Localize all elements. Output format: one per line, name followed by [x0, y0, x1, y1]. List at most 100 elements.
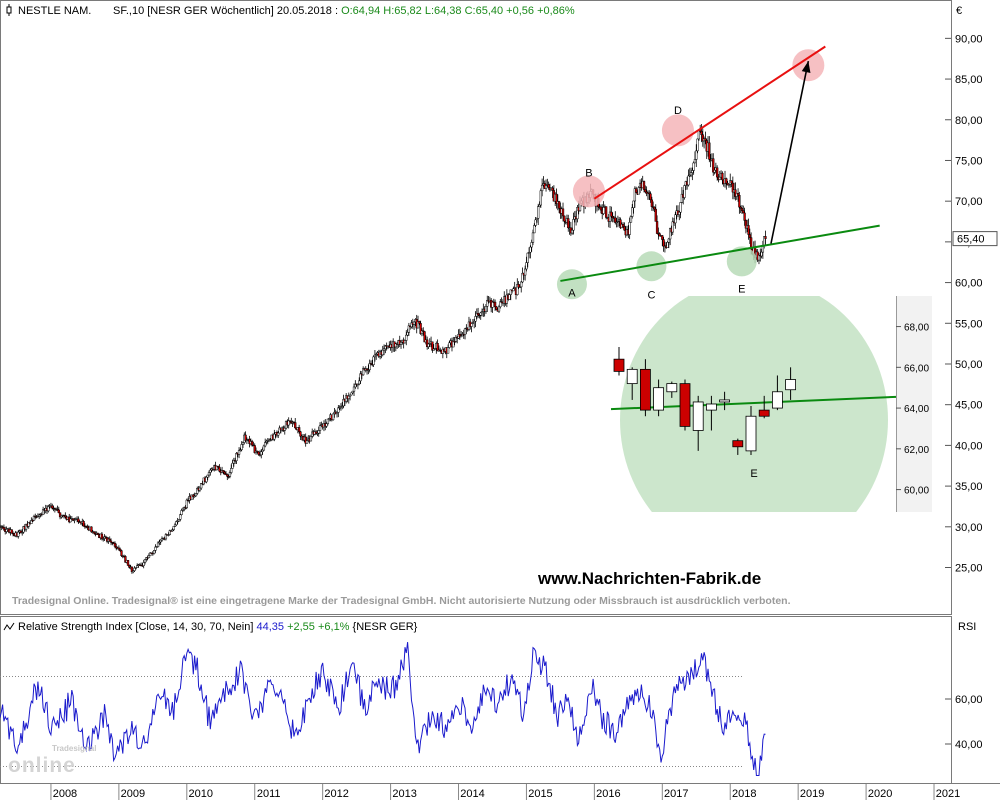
price-candle-up	[264, 442, 267, 447]
price-candle-up	[102, 538, 105, 540]
price-candle-down	[742, 210, 745, 214]
price-candle-up	[459, 335, 463, 338]
price-candle-down	[644, 189, 647, 193]
price-candle-up	[185, 499, 188, 508]
price-candle-up	[232, 460, 235, 464]
price-candle-up	[727, 184, 731, 186]
price-candle-down	[555, 193, 558, 204]
price-candle-up	[159, 539, 162, 543]
price-candle-down	[217, 465, 220, 468]
price-candle-up	[525, 262, 528, 270]
price-candle-up	[509, 289, 512, 295]
price-candle-up	[454, 337, 458, 342]
watermark-text: www.Nachrichten-Fabrik.de	[537, 569, 761, 588]
price-candle-up	[266, 440, 269, 442]
price-candle-down	[614, 217, 617, 223]
price-candle-up	[666, 242, 669, 248]
price-candle-down	[736, 192, 740, 196]
price-candle-up	[317, 430, 320, 434]
price-candle-down	[621, 224, 625, 227]
price-candle-up	[484, 306, 488, 312]
price-candle-up	[474, 316, 477, 322]
rsi-source: {NESR GER}	[353, 621, 418, 633]
chart-info: SF.,10 [NESR GER Wöchentlich] 20.05.2018…	[113, 5, 575, 17]
price-candle-down	[431, 341, 434, 351]
price-candle-down	[739, 206, 742, 209]
price-candle-up	[537, 206, 540, 219]
price-candle-up	[410, 322, 413, 328]
price-candle-up	[362, 368, 365, 376]
pattern-annotations: A B C D E E	[568, 105, 757, 480]
price-candle-up	[448, 342, 451, 348]
price-candle-up	[367, 369, 370, 371]
inset-axis-panel	[896, 296, 932, 512]
price-candle-down	[563, 215, 566, 222]
price-tick-label: 25,00	[955, 563, 983, 575]
price-candle-down	[31, 520, 34, 522]
price-candle-down	[704, 138, 707, 141]
price-candle-up	[757, 254, 761, 261]
pattern-label-e: E	[750, 468, 757, 480]
rsi-header: Relative Strength Index [Close, 14, 30, …	[3, 621, 976, 633]
price-candle-up	[446, 347, 450, 354]
price-candle-down	[557, 201, 561, 209]
price-candle-up	[399, 342, 403, 345]
price-candle-up	[691, 170, 694, 173]
pattern-label-e: E	[738, 283, 745, 295]
price-candle-up	[695, 150, 698, 160]
price-candle-up	[718, 176, 721, 180]
price-candle-down	[495, 306, 498, 310]
price-candle-down	[493, 301, 497, 308]
price-candle-down	[648, 192, 651, 195]
time-tick-label: 2019	[800, 788, 824, 800]
price-candle-up	[205, 476, 208, 483]
price-candle-up	[196, 487, 199, 494]
resistance-highlight	[661, 114, 694, 147]
price-candle-down	[725, 178, 728, 184]
price-candle-down	[294, 422, 297, 429]
price-candle-down	[51, 505, 54, 509]
price-candle-up	[215, 465, 218, 471]
pattern-label-b: B	[585, 168, 592, 180]
price-candle-up	[527, 251, 531, 254]
price-candle-up	[331, 413, 335, 421]
price-candle-up	[628, 222, 631, 235]
inset-highlight-circle	[620, 296, 888, 512]
rsi-change: +2,55 +6,1%	[287, 621, 350, 633]
price-candle-down	[738, 195, 741, 208]
price-candle-up	[679, 202, 682, 213]
price-candle-up	[180, 510, 183, 515]
price-candle-down	[218, 466, 221, 472]
price-candle-up	[384, 345, 387, 350]
price-candle-down	[222, 470, 225, 473]
price-candle-up	[198, 487, 202, 491]
price-candle-down	[422, 330, 425, 332]
price-panel-frame	[0, 0, 952, 615]
info-prefix: SF.,10 [NESR GER Wöchentlich] 20.05.2018…	[113, 5, 341, 17]
price-candle-up	[406, 332, 409, 336]
price-candle-down	[108, 538, 111, 542]
price-candle-up	[316, 432, 319, 435]
price-candle-up	[190, 494, 194, 500]
price-candle-up	[134, 567, 138, 569]
time-tick-label: 2020	[868, 788, 892, 800]
price-candle-up	[154, 546, 157, 551]
symbol-name[interactable]: NESTLE NAM.	[18, 5, 91, 17]
price-candle-down	[561, 208, 565, 217]
price-candle-up	[427, 343, 430, 347]
time-tick-label: 2021	[936, 788, 960, 800]
price-candle-up	[5, 528, 8, 532]
price-candle-down	[635, 188, 638, 193]
inset-tick-label: 60,00	[904, 486, 929, 497]
price-tick-label: 60,00	[955, 278, 983, 290]
time-tick-label: 2018	[732, 788, 756, 800]
rsi-info[interactable]: Relative Strength Index [Close, 14, 30, …	[18, 621, 418, 633]
time-tick-label: 2010	[189, 788, 213, 800]
price-candle-up	[407, 325, 411, 333]
price-candle-up	[486, 300, 489, 307]
price-candle-up	[147, 555, 151, 559]
time-tick-label: 2016	[596, 788, 620, 800]
price-candle-down	[77, 518, 80, 522]
price-candle-down	[655, 221, 659, 234]
